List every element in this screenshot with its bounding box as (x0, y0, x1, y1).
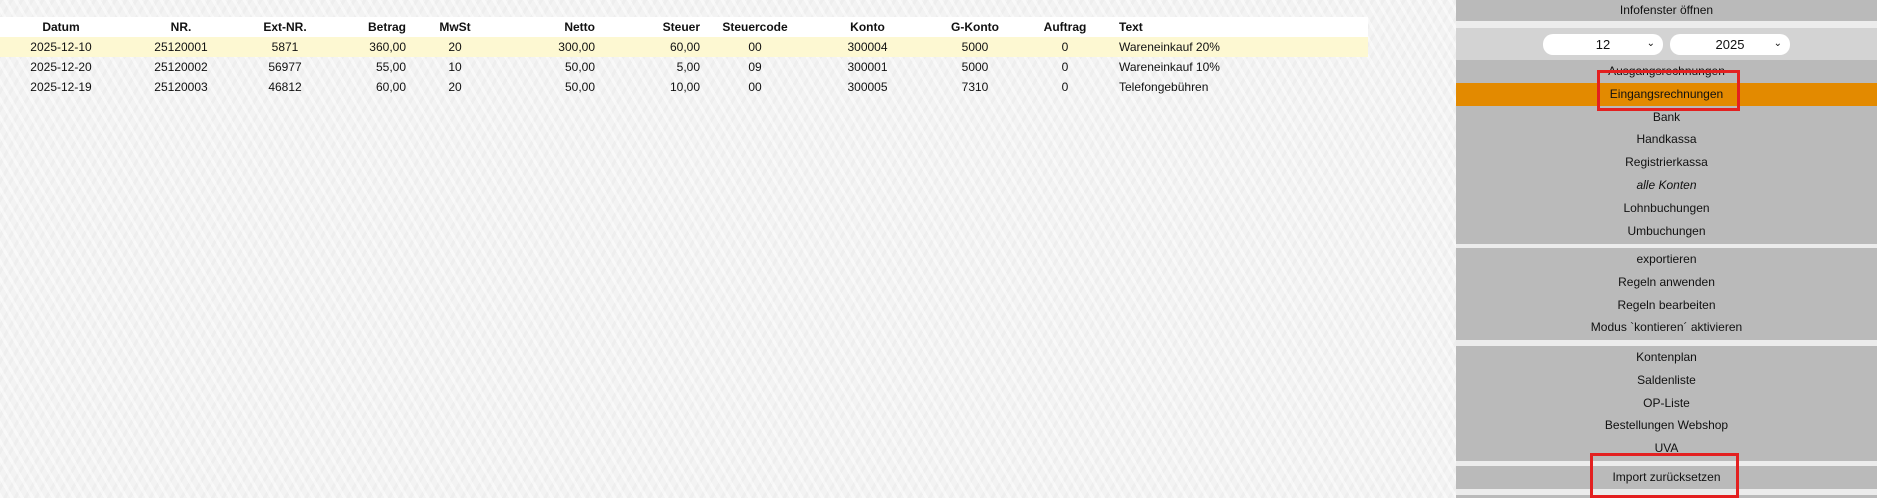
menu-item-op-liste[interactable]: OP-Liste (1643, 395, 1690, 410)
cell-konto: 300004 (810, 37, 925, 57)
cell-auftrag: 0 (1061, 60, 1069, 74)
table-header: Datum NR. Ext-NR. Betrag MwSt Netto Steu… (0, 17, 1368, 37)
cell-steuer: 60,00 (615, 37, 700, 57)
col-ext-nr[interactable]: Ext-NR. (240, 17, 330, 37)
cell-nr: 25120001 (122, 37, 240, 57)
menu-item-eingangsrechnungen[interactable]: Eingangsrechnungen (1456, 82, 1877, 106)
period-selector: 12 ⌄ 2025 ⌄ (1456, 28, 1877, 60)
menu-group-reports: Kontenplan Saldenliste OP-Liste Bestellunge… (1456, 346, 1877, 461)
cell-auftrag: 0 (1025, 37, 1105, 57)
table-row[interactable]: 2025-12-19 25120003 46812 60,00 20 50,00 10,00… (0, 77, 1368, 97)
col-mwst[interactable]: MwSt (420, 17, 490, 37)
chevron-down-icon: ⌄ (1773, 38, 1782, 49)
menu-item-uva[interactable]: UVA (1654, 441, 1679, 456)
col-konto[interactable]: Konto (810, 17, 925, 37)
cell-datum: 2025-12-19 (30, 80, 92, 94)
col-g-konto[interactable]: G-Konto (925, 17, 1025, 37)
col-steuer[interactable]: Steuer (615, 17, 700, 37)
cell-betrag: 60,00 (375, 80, 406, 94)
cell-steuercode: 00 (700, 37, 810, 57)
cell-datum: 2025-12-10 (0, 37, 122, 57)
month-value: 12 (1595, 37, 1611, 52)
cell-netto: 300,00 (490, 37, 615, 57)
cell-netto: 50,00 (564, 80, 595, 94)
menu-item-regeln-anwenden[interactable]: Regeln anwenden (1618, 274, 1715, 289)
menu-group-journals: Ausgangsrechnungen Eingangsrechnungen Bank… (1456, 60, 1877, 244)
cell-ext-nr: 56977 (268, 60, 302, 74)
cell-text: Telefongebühren (1119, 80, 1209, 94)
cell-datum: 2025-12-20 (30, 60, 92, 74)
menu-item-saldenliste[interactable]: Saldenliste (1637, 372, 1696, 387)
cell-betrag: 360,00 (330, 37, 420, 57)
cell-steuer: 5,00 (676, 60, 700, 74)
cell-ext-nr: 46812 (268, 80, 302, 94)
menu-item-bestellungen-webshop[interactable]: Bestellungen Webshop (1604, 418, 1729, 433)
col-nr[interactable]: NR. (122, 17, 240, 37)
info-bar: Infofenster öffnen (1456, 0, 1877, 21)
table-row[interactable]: 2025-12-10 25120001 5871 360,00 20 300,00 60,0… (0, 37, 1368, 57)
cell-betrag: 55,00 (375, 60, 406, 74)
col-betrag[interactable]: Betrag (330, 17, 420, 37)
sidebar: Infofenster öffnen 12 ⌄ 2025 ⌄ Ausgangsrec… (1456, 0, 1877, 498)
cell-text: Wareneinkauf 20% (1105, 37, 1368, 57)
col-auftrag[interactable]: Auftrag (1025, 17, 1105, 37)
col-datum[interactable]: Datum (0, 17, 122, 37)
menu-item-regeln-bearbeiten[interactable]: Regeln bearbeiten (1617, 297, 1716, 312)
highlight-box (1597, 70, 1740, 111)
cell-ext-nr: 5871 (240, 37, 330, 57)
table-row[interactable]: 2025-12-20 25120002 56977 55,00 10 50,00 5,00 0… (0, 57, 1368, 77)
cell-g-konto: 5000 (961, 60, 989, 74)
menu-group-import: Import zurücksetzen (1456, 466, 1877, 489)
menu-item-bank[interactable]: Bank (1652, 109, 1681, 124)
menu-item-handkassa[interactable]: Handkassa (1636, 132, 1697, 147)
cell-konto: 300001 (847, 60, 888, 74)
cell-steuercode: 00 (748, 80, 762, 94)
cell-g-konto: 5000 (925, 37, 1025, 57)
menu-item-alle-konten[interactable]: alle Konten (1636, 177, 1697, 192)
cell-auftrag: 0 (1061, 80, 1069, 94)
menu-group-tools: exportieren Regeln anwenden Regeln bearbei… (1456, 248, 1877, 340)
year-select[interactable]: 2025 ⌄ (1670, 34, 1790, 55)
menu-item-lohnbuchungen[interactable]: Lohnbuchungen (1623, 200, 1710, 215)
cell-nr: 25120002 (154, 60, 208, 74)
cell-steuercode: 09 (748, 60, 762, 74)
menu-item-kontenplan[interactable]: Kontenplan (1636, 350, 1697, 364)
cell-nr: 25120003 (154, 80, 208, 94)
chevron-down-icon: ⌄ (1646, 38, 1655, 49)
cell-g-konto: 7310 (961, 80, 989, 94)
year-value: 2025 (1715, 37, 1745, 52)
cell-steuer: 10,00 (669, 80, 700, 94)
menu-item-modus-kontieren-aktivieren[interactable]: Modus `kontieren´ aktivieren (1590, 320, 1743, 335)
bookings-table: Datum NR. Ext-NR. Betrag MwSt Netto Steu… (0, 17, 1368, 97)
menu-item-umbuchungen[interactable]: Umbuchungen (1627, 223, 1706, 238)
open-info-window-button[interactable]: Infofenster öffnen (1619, 3, 1714, 17)
highlight-box (1590, 453, 1739, 498)
menu-item-exportieren[interactable]: exportieren (1636, 252, 1697, 266)
cell-text: Wareneinkauf 10% (1119, 60, 1220, 74)
cell-mwst: 20 (448, 80, 462, 94)
month-select[interactable]: 12 ⌄ (1543, 34, 1663, 55)
col-steuercode[interactable]: Steuercode (700, 17, 810, 37)
col-text[interactable]: Text (1105, 17, 1368, 37)
cell-mwst: 10 (448, 60, 462, 74)
menu-item-import-zurücksetzen[interactable]: Import zurücksetzen (1612, 470, 1721, 484)
cell-konto: 300005 (847, 80, 888, 94)
cell-mwst: 20 (420, 37, 490, 57)
cell-netto: 50,00 (564, 60, 595, 74)
menu-item-registrierkassa[interactable]: Registrierkassa (1625, 155, 1708, 170)
col-netto[interactable]: Netto (490, 17, 615, 37)
